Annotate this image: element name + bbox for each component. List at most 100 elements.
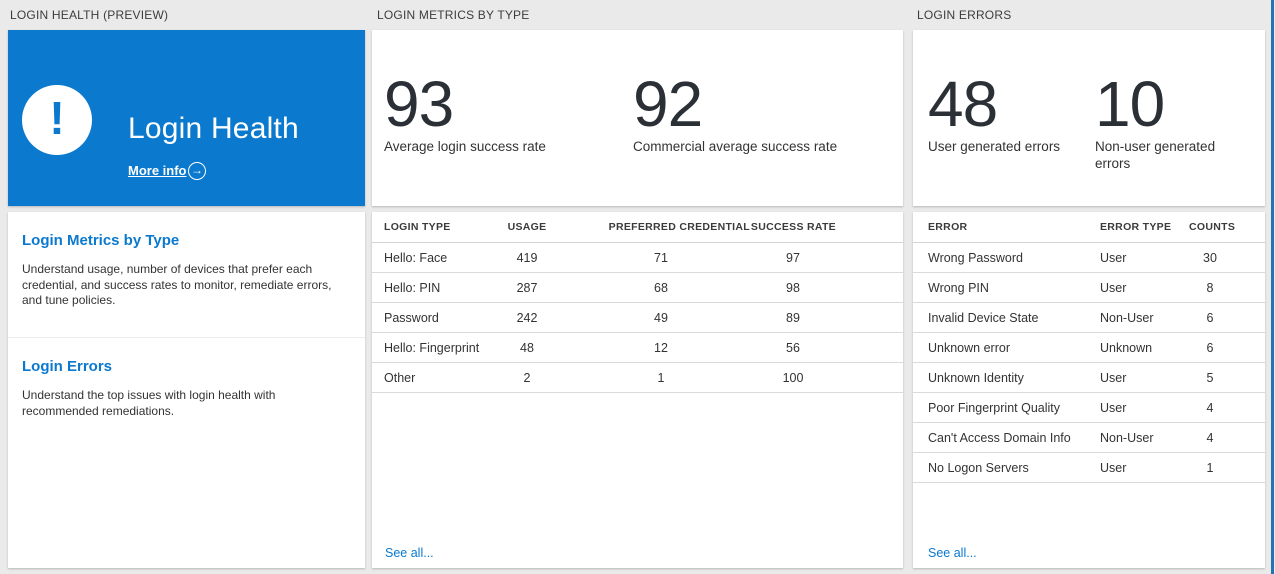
- cell-usage: 242: [516, 310, 538, 325]
- stat-value: 93: [384, 68, 454, 140]
- cell-preferred-credential: 49: [654, 310, 668, 325]
- cell-login-type: Hello: PIN: [384, 280, 441, 295]
- cell-counts: 6: [1206, 310, 1214, 325]
- cell-success-rate: 100: [782, 370, 804, 385]
- cell-usage: 287: [516, 280, 538, 295]
- cell-login-type: Other: [384, 370, 416, 385]
- col-header-preferred-credential: PREFERRED CREDENTIAL: [608, 221, 750, 233]
- table-row[interactable]: Invalid Device State Non-User 6: [913, 303, 1265, 333]
- login-metrics-stats-card: 93 Average login success rate 92 Commerc…: [372, 30, 903, 206]
- stat-label: User generated errors: [928, 139, 1061, 154]
- table-row[interactable]: Password 242 49 89: [372, 303, 903, 333]
- cell-usage: 48: [520, 340, 534, 355]
- cell-preferred-credential: 71: [654, 250, 668, 265]
- cell-error-type: User: [1100, 460, 1127, 475]
- section-header-login-errors: LOGIN ERRORS: [917, 8, 1012, 22]
- cell-preferred-credential: 68: [654, 280, 668, 295]
- table-header-row: LOGIN TYPE USAGE PREFERRED CREDENTIAL SU…: [372, 212, 903, 243]
- login-health-tile[interactable]: ! Login Health More info →: [8, 30, 365, 206]
- col-header-counts: COUNTS: [1189, 221, 1236, 233]
- stat-label: Non-user generated errors: [1095, 139, 1216, 171]
- info-section-description: Understand usage, number of devices that…: [22, 262, 332, 307]
- login-errors-table-card: ERROR ERROR TYPE COUNTS Wrong Password U…: [913, 212, 1265, 568]
- table-row[interactable]: Wrong Password User 30: [913, 243, 1265, 273]
- info-section-title: Login Errors: [22, 358, 113, 375]
- cell-error-type: User: [1100, 250, 1127, 265]
- stat-commercial-average-success-rate: 92 Commercial average success rate: [633, 68, 838, 155]
- login-health-info-card: Login Metrics by Type Understand usage, …: [8, 212, 365, 568]
- more-info-link[interactable]: More info: [128, 163, 187, 178]
- cell-error-type: User: [1100, 370, 1127, 385]
- table-row[interactable]: Can't Access Domain Info Non-User 4: [913, 423, 1265, 453]
- section-divider: [8, 337, 365, 338]
- cell-counts: 1: [1206, 460, 1214, 475]
- exclamation-icon: !: [22, 85, 92, 155]
- cell-error: Poor Fingerprint Quality: [928, 400, 1061, 415]
- table-row[interactable]: Unknown Identity User 5: [913, 363, 1265, 393]
- blade-edge-stripe[interactable]: [1271, 0, 1274, 574]
- see-all-link[interactable]: See all...: [385, 546, 434, 560]
- cell-login-type: Hello: Face: [384, 250, 448, 265]
- cell-error: Unknown error: [928, 340, 1010, 355]
- cell-success-rate: 98: [786, 280, 800, 295]
- cell-error: Unknown Identity: [928, 370, 1024, 385]
- table-row[interactable]: No Logon Servers User 1: [913, 453, 1265, 483]
- info-section-login-metrics[interactable]: Login Metrics by Type Understand usage, …: [8, 212, 365, 337]
- col-header-success-rate: SUCCESS RATE: [750, 221, 836, 233]
- cell-counts: 30: [1203, 250, 1217, 265]
- cell-error: Wrong Password: [928, 250, 1023, 265]
- col-header-login-type: LOGIN TYPE: [384, 221, 451, 233]
- stat-user-generated-errors: 48 User generated errors: [928, 68, 1061, 155]
- cell-error: Wrong PIN: [928, 280, 989, 295]
- info-section-login-errors[interactable]: Login Errors Understand the top issues w…: [8, 338, 365, 437]
- table-row[interactable]: Hello: Fingerprint 48 12 56: [372, 333, 903, 363]
- table-row[interactable]: Hello: Face 419 71 97: [372, 243, 903, 273]
- stat-non-user-generated-errors: 10 Non-user generated errors: [1095, 68, 1235, 172]
- cell-error: Invalid Device State: [928, 310, 1039, 325]
- stat-label: Average login success rate: [384, 139, 546, 154]
- see-all-link[interactable]: See all...: [928, 546, 977, 560]
- cell-error-type: Non-User: [1100, 430, 1154, 445]
- login-metrics-table-card: LOGIN TYPE USAGE PREFERRED CREDENTIAL SU…: [372, 212, 903, 568]
- cell-error: Can't Access Domain Info: [928, 430, 1071, 445]
- arrow-right-icon[interactable]: →: [188, 162, 206, 180]
- stat-value: 10: [1095, 68, 1165, 140]
- info-section-description: Understand the top issues with login hea…: [22, 388, 276, 418]
- cell-usage: 419: [516, 250, 538, 265]
- cell-success-rate: 56: [786, 340, 800, 355]
- table-row[interactable]: Other 2 1 100: [372, 363, 903, 393]
- section-header-login-health: LOGIN HEALTH (PREVIEW): [10, 8, 169, 22]
- login-errors-stats-card: 48 User generated errors 10 Non-user gen…: [913, 30, 1265, 206]
- cell-counts: 5: [1206, 370, 1214, 385]
- table-row[interactable]: Hello: PIN 287 68 98: [372, 273, 903, 303]
- cell-usage: 2: [523, 370, 531, 385]
- table-row[interactable]: Unknown error Unknown 6: [913, 333, 1265, 363]
- cell-error-type: Non-User: [1100, 310, 1154, 325]
- info-section-title: Login Metrics by Type: [22, 232, 180, 249]
- col-header-usage: USAGE: [507, 221, 547, 233]
- stat-value: 92: [633, 68, 703, 140]
- cell-error-type: User: [1100, 280, 1127, 295]
- cell-error-type: User: [1100, 400, 1127, 415]
- section-header-login-metrics: LOGIN METRICS BY TYPE: [377, 8, 530, 22]
- cell-error: No Logon Servers: [928, 460, 1029, 475]
- cell-login-type: Hello: Fingerprint: [384, 340, 480, 355]
- exclamation-glyph: !: [49, 92, 65, 144]
- table-row[interactable]: Poor Fingerprint Quality User 4: [913, 393, 1265, 423]
- stat-average-login-success-rate: 93 Average login success rate: [384, 68, 546, 155]
- stat-value: 48: [928, 68, 998, 140]
- stat-label: Commercial average success rate: [633, 139, 838, 154]
- cell-counts: 6: [1206, 340, 1214, 355]
- cell-counts: 4: [1206, 430, 1214, 445]
- cell-error-type: Unknown: [1100, 340, 1153, 355]
- cell-login-type: Password: [384, 310, 439, 325]
- cell-preferred-credential: 1: [657, 370, 665, 385]
- cell-success-rate: 89: [786, 310, 800, 325]
- table-row[interactable]: Wrong PIN User 8: [913, 273, 1265, 303]
- col-header-error: ERROR: [928, 221, 968, 233]
- cell-success-rate: 97: [786, 250, 800, 265]
- cell-counts: 8: [1206, 280, 1214, 295]
- col-header-error-type: ERROR TYPE: [1100, 221, 1172, 233]
- cell-counts: 4: [1206, 400, 1214, 415]
